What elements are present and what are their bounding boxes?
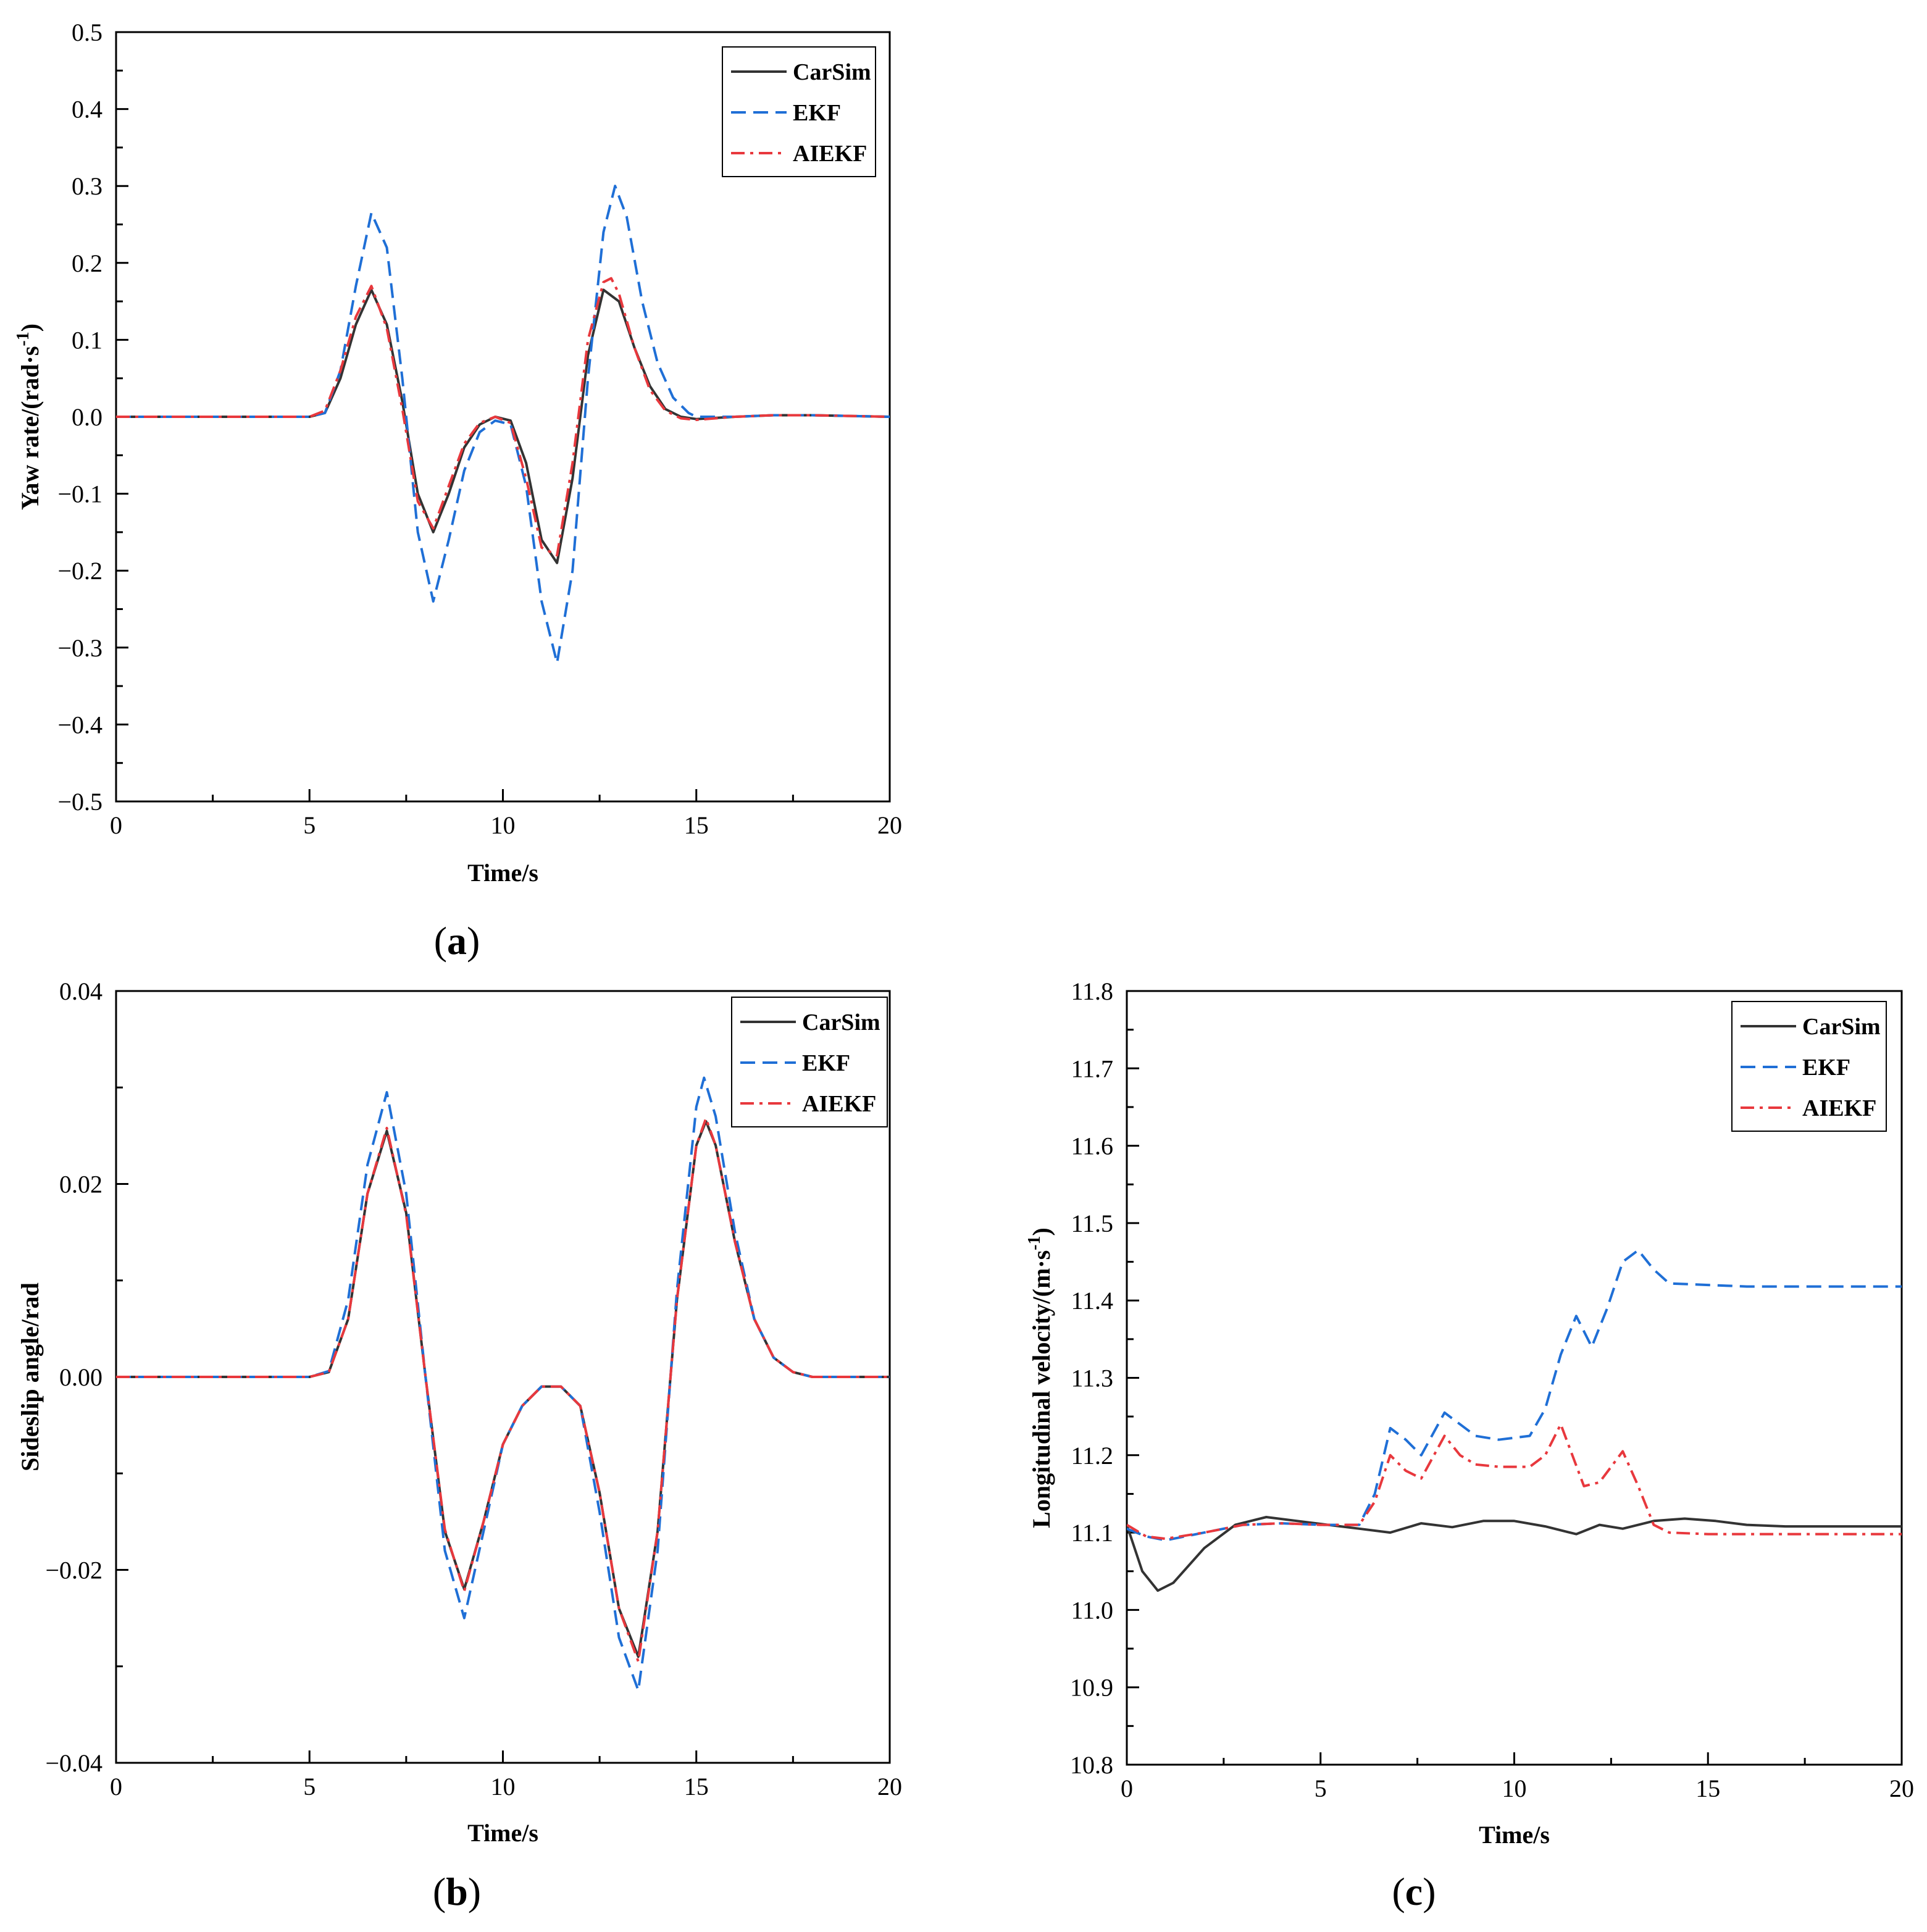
panel-label-open: ( [433, 1870, 446, 1913]
y-tick-label: 11.0 [1071, 1596, 1113, 1624]
panel-label: (c) [1392, 1870, 1436, 1913]
y-tick-label: −0.3 [57, 634, 102, 662]
x-tick-label: 15 [1695, 1775, 1720, 1802]
y-tick-label: 11.5 [1071, 1210, 1113, 1237]
panel-label-open: ( [1392, 1870, 1405, 1913]
series-line-carsim [1127, 1516, 1902, 1592]
y-tick-label: 0.0 [72, 403, 102, 431]
y-tick-label: 0.5 [72, 19, 102, 46]
panel-label-letter: a [447, 919, 467, 963]
y-tick-label: 11.3 [1071, 1365, 1113, 1392]
series-line-carsim [116, 1119, 890, 1658]
y-tick-label: 0.04 [59, 977, 102, 1005]
y-tick-label: −0.1 [57, 480, 102, 508]
panel-label: (a) [434, 919, 480, 963]
x-tick-label: 0 [110, 811, 122, 839]
y-tick-label: 11.7 [1071, 1055, 1113, 1082]
panel-label-close: ) [468, 1870, 481, 1913]
y-tick-label: 11.4 [1071, 1287, 1113, 1315]
panel-label: (b) [433, 1870, 481, 1913]
x-tick-label: 5 [1315, 1775, 1327, 1802]
x-axis-label: Time/s [467, 1819, 538, 1847]
series-line-ekf [1127, 1248, 1902, 1542]
x-tick-label: 0 [1121, 1775, 1133, 1802]
y-axis-label-main: Longitudinal velocity/(m·s [1027, 1250, 1055, 1528]
y-axis-label: Sideslip angle/rad [16, 1282, 44, 1471]
x-axis-label: Time/s [467, 859, 538, 887]
y-axis-label-superscript: -1 [1025, 1236, 1044, 1250]
legend-box [1731, 1001, 1887, 1132]
y-axis-label: Yaw rate/(rad·s-1) [14, 324, 44, 510]
y-tick-label: 0.4 [72, 96, 102, 123]
panel-label-close: ) [1423, 1870, 1436, 1913]
legend: CarSim EKF AIEKF [722, 46, 876, 177]
legend-label-ekf: EKF [1802, 1055, 1850, 1081]
series-line-aiekf [116, 277, 890, 557]
y-axis-label-close: ) [16, 324, 44, 332]
legend-label-aiekf: AIEKF [802, 1091, 876, 1117]
x-tick-label: 0 [110, 1773, 122, 1800]
y-axis-label-main: Yaw rate/(rad·s [16, 346, 44, 511]
series-line-ekf [116, 1076, 890, 1692]
y-tick-label: 0.2 [72, 249, 102, 277]
x-tick-label: 20 [1889, 1775, 1914, 1802]
y-tick-label: −0.5 [57, 788, 102, 816]
x-tick-label: 15 [684, 811, 709, 839]
legend: CarSim EKF AIEKF [1731, 1001, 1887, 1132]
x-axis-label: Time/s [1479, 1821, 1550, 1849]
panel-label-open: ( [434, 919, 447, 963]
series-line-aiekf [116, 1117, 890, 1663]
y-tick-label: −0.04 [45, 1749, 102, 1777]
series-line-carsim [116, 288, 890, 564]
y-tick-label: −0.2 [57, 557, 102, 585]
x-tick-label: 20 [877, 811, 902, 839]
y-tick-label: 0.02 [59, 1171, 102, 1198]
y-tick-label: 11.8 [1071, 977, 1113, 1005]
y-tick-label: 11.6 [1071, 1132, 1113, 1160]
legend-box [722, 46, 876, 177]
x-tick-label: 10 [491, 811, 516, 839]
y-tick-label: 0.1 [72, 326, 102, 354]
y-tick-label: 0.3 [72, 172, 102, 200]
y-axis-label-superscript: -1 [14, 332, 33, 346]
chart-panel-b: 0 5 10 15 20 −0.04 −0.02 0.00 0.02 0.04 Time/s Side… [16, 977, 902, 1913]
x-tick-label: 5 [303, 811, 316, 839]
x-tick-label: 20 [877, 1773, 902, 1800]
series-line-aiekf [1127, 1423, 1902, 1541]
legend-label-carsim: CarSim [802, 1010, 880, 1035]
legend-label-ekf: EKF [793, 100, 841, 126]
chart-panel-c: 0 5 10 15 20 10.8 10.9 11.0 11.1 11.2 11.3 11.4 11.5… [1025, 977, 1914, 1913]
y-tick-label: 10.9 [1070, 1674, 1113, 1702]
y-tick-label: −0.02 [45, 1557, 102, 1584]
legend-label-aiekf: AIEKF [793, 141, 867, 167]
panel-label-close: ) [467, 919, 480, 963]
panel-label-letter: b [446, 1870, 468, 1913]
x-tick-label: 10 [491, 1773, 516, 1800]
y-axis-label-main: Sideslip angle/rad [16, 1282, 44, 1471]
series-line-ekf [116, 185, 890, 664]
y-tick-label: 11.2 [1071, 1442, 1113, 1470]
legend: CarSim EKF AIEKF [731, 997, 888, 1127]
x-tick-label: 10 [1502, 1775, 1527, 1802]
y-tick-label: −0.4 [57, 711, 102, 738]
y-axis-label-close: ) [1027, 1227, 1055, 1236]
x-tick-label: 15 [684, 1773, 709, 1800]
legend-label-ekf: EKF [802, 1050, 850, 1076]
legend-label-carsim: CarSim [793, 59, 871, 85]
y-tick-label: 0.00 [59, 1363, 102, 1391]
y-tick-label: 11.1 [1071, 1519, 1113, 1547]
chart-panel-a: 0 5 10 15 20 −0.5 −0.4 −0.3 −0.2 −0.1 0.0 0.1 0.2 0.3… [14, 19, 902, 963]
legend-label-aiekf: AIEKF [1802, 1095, 1876, 1121]
legend-box [731, 997, 888, 1127]
panel-label-letter: c [1405, 1870, 1423, 1913]
y-axis-label: Longitudinal velocity/(m·s-1) [1025, 1227, 1055, 1528]
x-tick-label: 5 [303, 1773, 316, 1800]
legend-label-carsim: CarSim [1802, 1014, 1881, 1040]
y-tick-label: 10.8 [1070, 1751, 1113, 1779]
